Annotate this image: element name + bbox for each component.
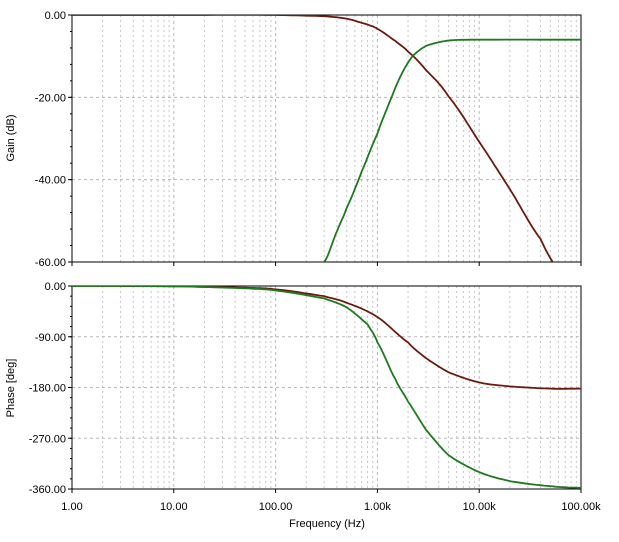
x-tick-label: 1.00k: [364, 501, 391, 513]
gain-y-tick-label: -40.00: [35, 175, 66, 187]
x-tick-label: 100.00: [259, 501, 293, 513]
x-tick-label: 100.00k: [561, 501, 601, 513]
phase-y-tick-label: 0.00: [45, 281, 66, 293]
phase-panel: 0.00 -90.00 -180.00 -270.00 -360.00 1.00 10.00…: [29, 281, 601, 513]
frequency-axis-label: Frequency (Hz): [289, 518, 365, 530]
gain-plot-frame: [71, 14, 582, 263]
gain-y-tick-label: -60.00: [35, 257, 66, 269]
gain-panel: 0.00 -20.00 -40.00 -60.00: [35, 10, 582, 269]
gain-axis-label: Gain (dB): [5, 114, 17, 161]
phase-series-1-line: [72, 286, 581, 390]
phase-series-2-line: [72, 286, 581, 489]
phase-y-tick-label: -90.00: [35, 332, 66, 344]
phase-y-tick-label: -360.00: [29, 484, 66, 496]
x-tick-label: 1.00: [61, 501, 82, 513]
phase-axis-label: Phase [deg]: [5, 359, 17, 418]
gain-y-tick-label: -20.00: [35, 92, 66, 104]
gain-y-tick-label: 0.00: [45, 10, 66, 22]
phase-y-tick-label: -180.00: [29, 383, 66, 395]
gain-series-2-line: [323, 38, 581, 262]
gain-series-1-line: [72, 15, 554, 262]
x-tick-label: 10.00: [160, 501, 188, 513]
phase-plot-frame: [71, 285, 582, 490]
x-tick-label: 10.00k: [463, 501, 497, 513]
phase-y-tick-label: -270.00: [29, 433, 66, 445]
